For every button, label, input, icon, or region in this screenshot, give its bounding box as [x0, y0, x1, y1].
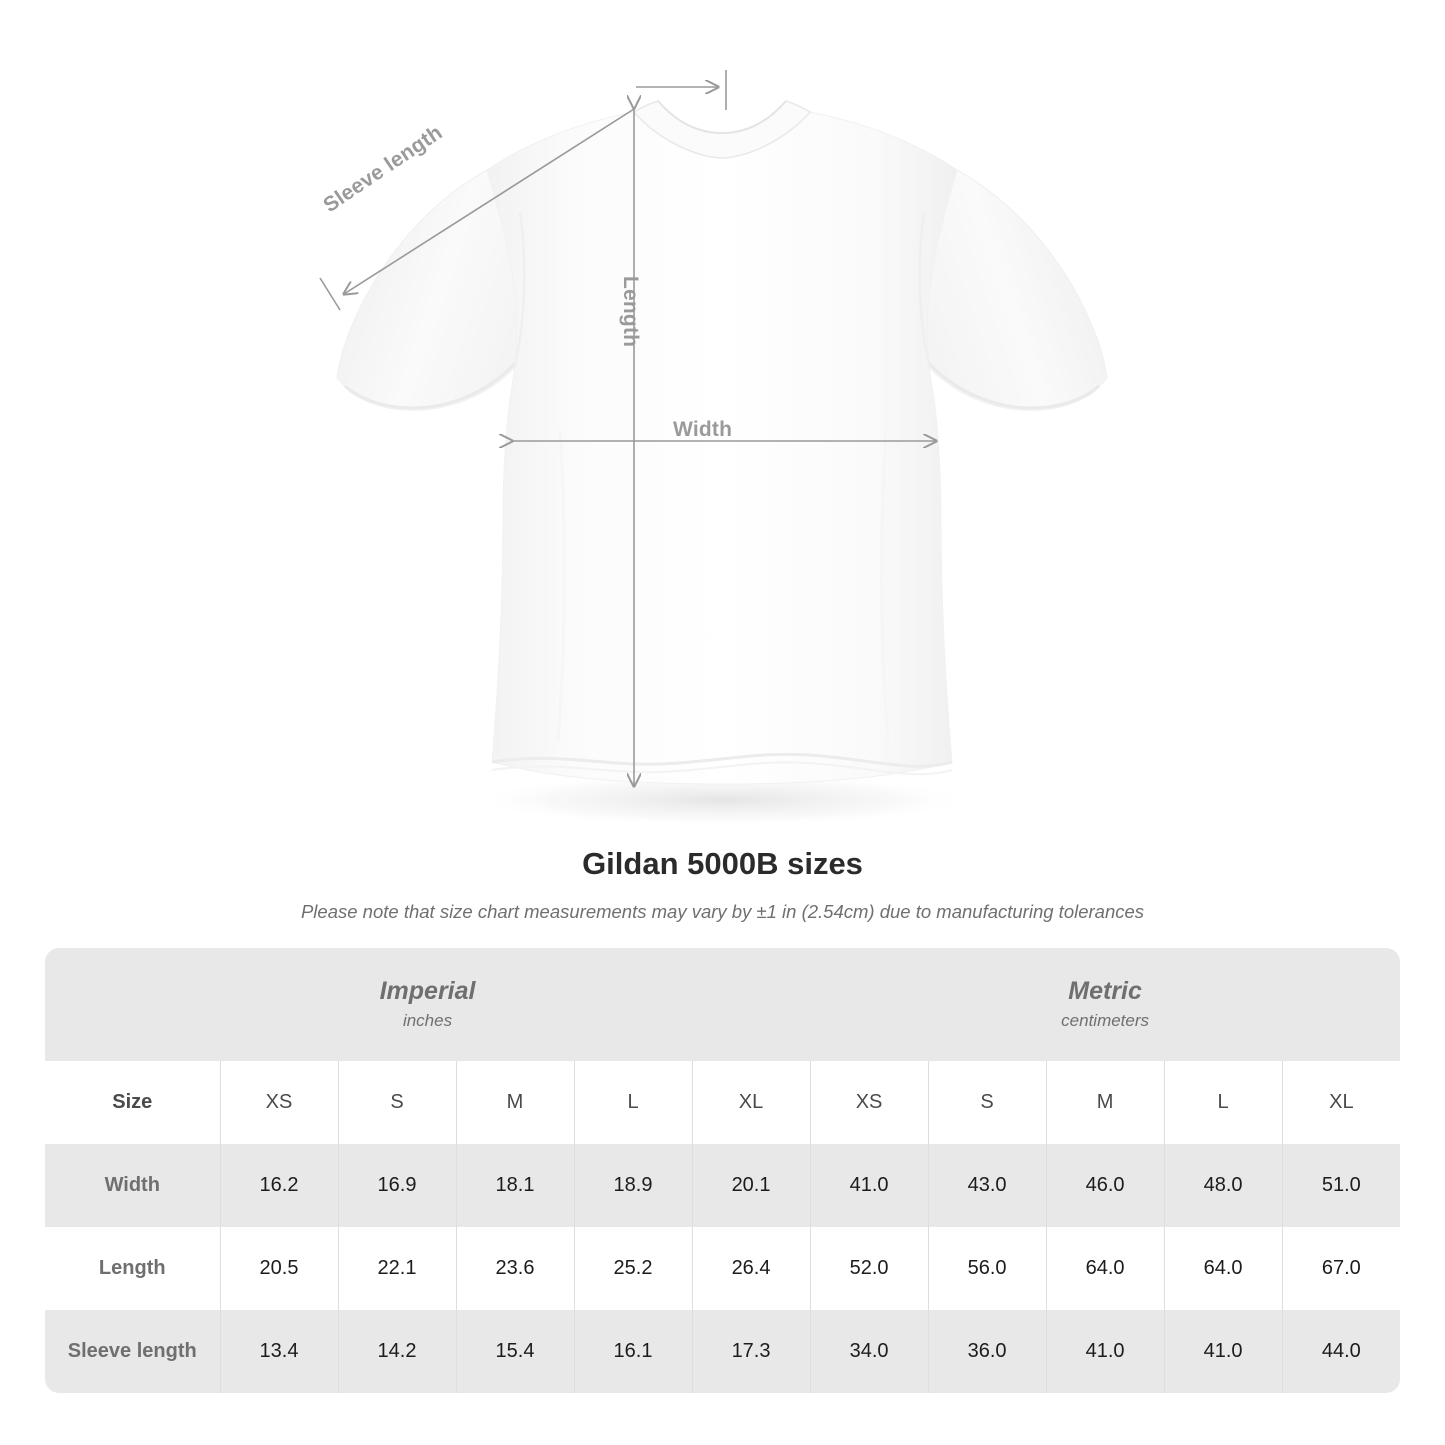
width-dimension-label: Width [673, 418, 733, 441]
cell-width-imperial-xl: 20.1 [691, 1144, 811, 1227]
column-header-imperial-m: M [455, 1061, 574, 1144]
tshirt-illustration [319, 70, 1108, 826]
size-chart-table: Imperial inches Metric centimeters Size … [45, 948, 1401, 1393]
column-header-imperial-l: L [573, 1061, 692, 1144]
table-row: Width 16.2 16.9 18.1 18.9 20.1 41.0 43.0… [45, 1144, 1401, 1227]
cell-length-metric-m: 64.0 [1045, 1227, 1165, 1310]
tshirt-measurement-diagram: Sleeve length Length Width [319, 70, 1108, 826]
cell-width-metric-xs: 41.0 [809, 1144, 929, 1227]
unit-group-metric: Metric centimeters [810, 948, 1401, 1061]
unit-group-imperial-unit: inches [402, 1011, 453, 1031]
cell-sleeve-metric-xs: 34.0 [809, 1310, 929, 1393]
size-chart-table-container: Imperial inches Metric centimeters Size … [45, 948, 1401, 1393]
cell-sleeve-imperial-xl: 17.3 [691, 1310, 811, 1393]
cell-sleeve-imperial-xs: 13.4 [219, 1310, 338, 1393]
column-header-metric-l: L [1163, 1061, 1283, 1144]
page-title: Gildan 5000B sizes [582, 846, 863, 881]
column-header-imperial-xs: XS [219, 1061, 338, 1144]
cell-sleeve-metric-l: 41.0 [1163, 1310, 1283, 1393]
cell-width-metric-xl: 51.0 [1281, 1144, 1401, 1227]
cell-width-imperial-xs: 16.2 [219, 1144, 338, 1227]
cell-sleeve-metric-m: 41.0 [1045, 1310, 1165, 1393]
column-header-imperial-s: S [337, 1061, 456, 1144]
cell-length-metric-xs: 52.0 [809, 1227, 929, 1310]
tolerance-note: Please note that size chart measurements… [300, 900, 1145, 922]
table-header-row: Size XS S M L XL XS S M L XL [45, 1061, 1401, 1144]
cell-length-metric-xl: 67.0 [1281, 1227, 1401, 1310]
cell-length-imperial-m: 23.6 [455, 1227, 574, 1310]
cell-width-metric-l: 48.0 [1163, 1144, 1283, 1227]
column-header-imperial-xl: XL [691, 1061, 811, 1144]
column-header-size: Size [45, 1061, 220, 1144]
row-label-length: Length [45, 1227, 220, 1310]
table-row: Length 20.5 22.1 23.6 25.2 26.4 52.0 56.… [45, 1227, 1401, 1310]
cell-width-imperial-l: 18.9 [573, 1144, 692, 1227]
cell-length-metric-s: 56.0 [927, 1227, 1047, 1310]
cell-sleeve-imperial-l: 16.1 [573, 1310, 692, 1393]
cell-sleeve-metric-s: 36.0 [927, 1310, 1047, 1393]
cell-width-metric-m: 46.0 [1045, 1144, 1165, 1227]
cell-width-imperial-m: 18.1 [455, 1144, 574, 1227]
cell-length-imperial-s: 22.1 [337, 1227, 456, 1310]
cell-length-imperial-xl: 26.4 [691, 1227, 811, 1310]
row-label-sleeve-length: Sleeve length [45, 1310, 220, 1393]
cell-sleeve-imperial-s: 14.2 [337, 1310, 456, 1393]
cell-sleeve-metric-xl: 44.0 [1281, 1310, 1401, 1393]
cell-width-imperial-s: 16.9 [337, 1144, 456, 1227]
cell-sleeve-imperial-m: 15.4 [455, 1310, 574, 1393]
cell-length-imperial-l: 25.2 [573, 1227, 692, 1310]
column-header-metric-xl: XL [1281, 1061, 1401, 1144]
unit-group-metric-name: Metric [1068, 976, 1142, 1005]
unit-group-imperial-name: Imperial [379, 976, 476, 1005]
title-block: Gildan 5000B sizes Please note that size… [0, 845, 1445, 924]
unit-group-imperial: Imperial inches [45, 948, 811, 1061]
unit-system-header-row: Imperial inches Metric centimeters [45, 948, 1401, 1061]
length-dimension-label: Length [619, 276, 642, 348]
cell-length-metric-l: 64.0 [1163, 1227, 1283, 1310]
cell-width-metric-s: 43.0 [927, 1144, 1047, 1227]
column-header-metric-s: S [927, 1061, 1047, 1144]
table-row: Sleeve length 13.4 14.2 15.4 16.1 17.3 3… [45, 1310, 1401, 1393]
column-header-metric-m: M [1045, 1061, 1165, 1144]
column-header-metric-xs: XS [809, 1061, 929, 1144]
row-label-width: Width [45, 1144, 220, 1227]
unit-group-metric-unit: centimeters [1061, 1011, 1150, 1031]
cell-length-imperial-xs: 20.5 [219, 1227, 338, 1310]
